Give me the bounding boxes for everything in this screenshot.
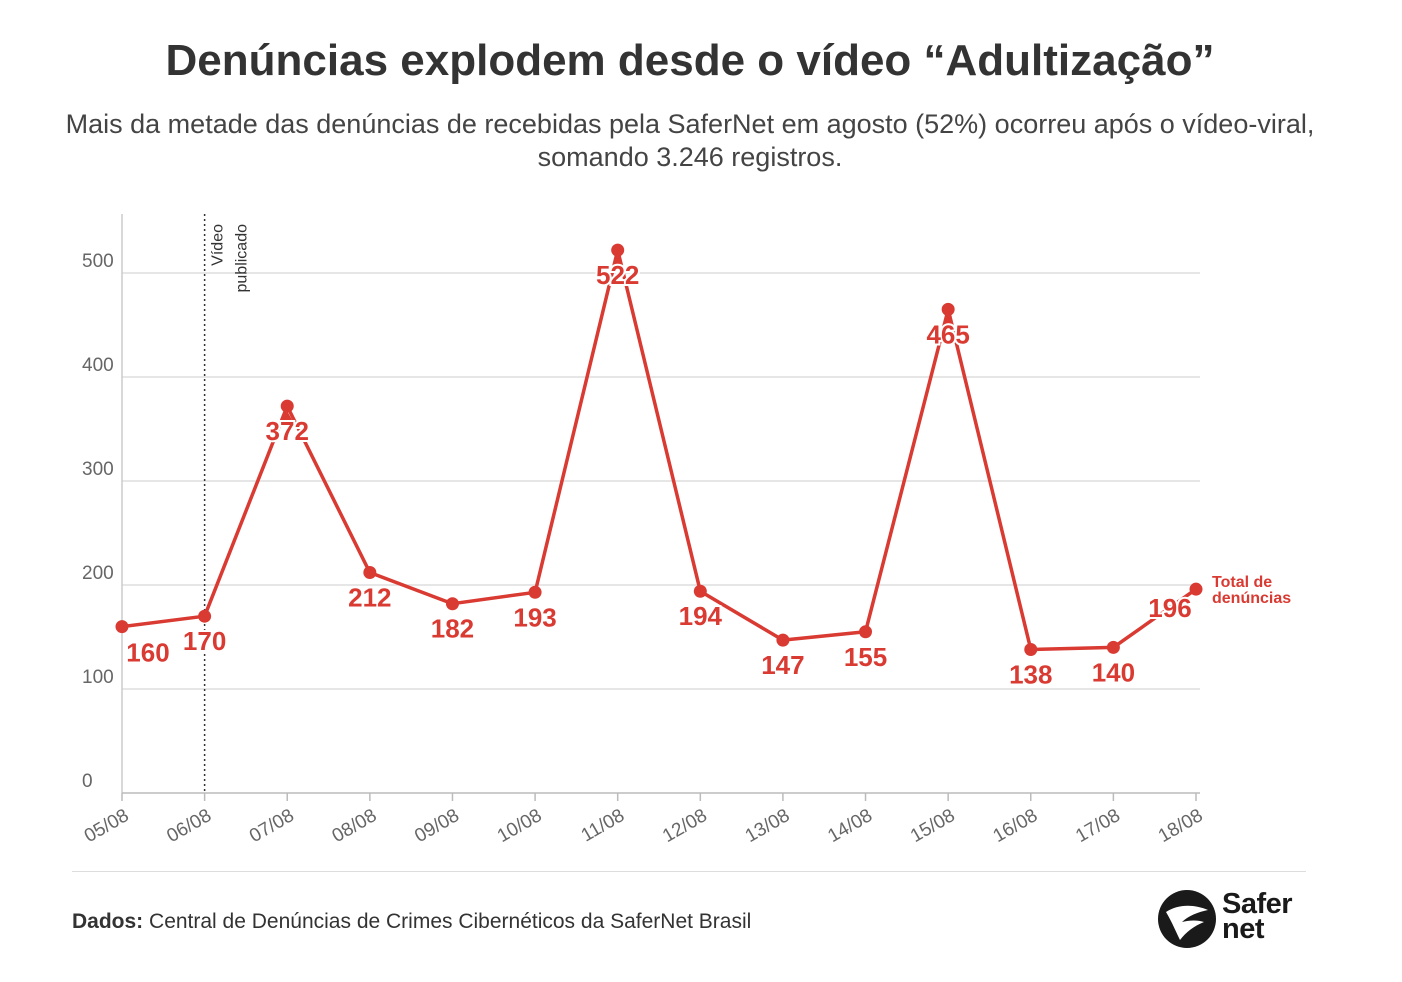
annotation-label-line1: Vídeo	[210, 224, 227, 266]
y-tick-label: 0	[82, 771, 93, 792]
data-point	[198, 609, 212, 623]
data-label: 372	[266, 416, 309, 446]
data-point	[1189, 582, 1203, 596]
x-tick-label: 09/08	[411, 805, 463, 847]
data-label: 193	[513, 602, 556, 632]
peak-pointer	[612, 255, 623, 265]
data-label: 147	[761, 650, 804, 680]
data-label: 465	[926, 319, 969, 349]
data-label: 182	[431, 614, 474, 644]
x-tick-label: 17/08	[1072, 805, 1124, 847]
x-tick-label: 14/08	[824, 805, 876, 847]
peak-pointer	[282, 411, 293, 421]
data-point	[115, 620, 129, 634]
data-label: 160	[126, 638, 169, 668]
x-tick-label: 07/08	[246, 805, 298, 847]
y-tick-label: 200	[82, 563, 114, 584]
x-tick-label: 11/08	[578, 805, 628, 846]
source-text: Central de Denúncias de Crimes Cibernéti…	[149, 910, 752, 933]
series-end-label: denúncias	[1212, 590, 1291, 607]
x-tick-label: 16/08	[990, 805, 1042, 847]
data-point	[280, 399, 294, 413]
logo-line1: Safer	[1222, 888, 1293, 920]
data-label: 170	[183, 626, 226, 656]
chart-subtitle: Mais da metade das denúncias de recebida…	[65, 109, 1315, 172]
y-tick-label: 300	[82, 459, 114, 480]
x-tick-label: 18/08	[1155, 805, 1207, 847]
data-label: 212	[348, 583, 391, 613]
data-point	[363, 566, 377, 580]
wing-icon	[1158, 890, 1216, 948]
x-tick-label: 06/08	[163, 805, 215, 847]
data-label: 194	[679, 601, 723, 631]
data-point	[1106, 640, 1120, 654]
data-point	[445, 597, 459, 611]
safernet-logo: Safer net	[1158, 888, 1308, 950]
data-point	[941, 302, 955, 316]
data-label: 155	[844, 642, 887, 672]
data-label: 522	[596, 260, 639, 290]
x-tick-label: 08/08	[329, 805, 381, 847]
x-tick-label: 12/08	[659, 805, 711, 847]
data-label: 140	[1092, 657, 1135, 687]
x-tick-label: 13/08	[742, 805, 794, 847]
data-source: Dados: Central de Denúncias de Crimes Ci…	[72, 910, 751, 934]
data-point	[859, 625, 873, 639]
peak-pointer	[943, 314, 954, 324]
y-tick-label: 400	[82, 355, 114, 376]
x-tick-label: 10/08	[494, 805, 546, 847]
logo-wordmark: Safer net	[1222, 888, 1293, 945]
chart-title: Denúncias explodem desde o vídeo “Adulti…	[165, 36, 1215, 85]
data-label: 138	[1009, 659, 1052, 689]
x-tick-label: 05/08	[81, 805, 133, 847]
data-point	[1024, 642, 1038, 656]
line-chart: 0 100 200 300 400 500 05/08 06/08 07/08 08/08 09/0…	[81, 214, 1291, 847]
annotation-label-line2: publicado	[234, 224, 251, 293]
series-end-label: Total de	[1212, 574, 1272, 591]
data-point	[611, 243, 625, 257]
data-point	[528, 585, 542, 599]
source-label: Dados:	[72, 910, 144, 933]
x-tick-label: 15/08	[907, 805, 959, 847]
series-line	[120, 248, 1198, 652]
data-point	[776, 633, 790, 647]
footer-divider	[72, 871, 1306, 872]
data-point	[693, 584, 707, 598]
data-label: 196	[1148, 593, 1191, 623]
y-tick-label: 100	[82, 667, 114, 688]
logo-line2: net	[1222, 913, 1265, 945]
y-tick-label: 500	[82, 251, 114, 272]
